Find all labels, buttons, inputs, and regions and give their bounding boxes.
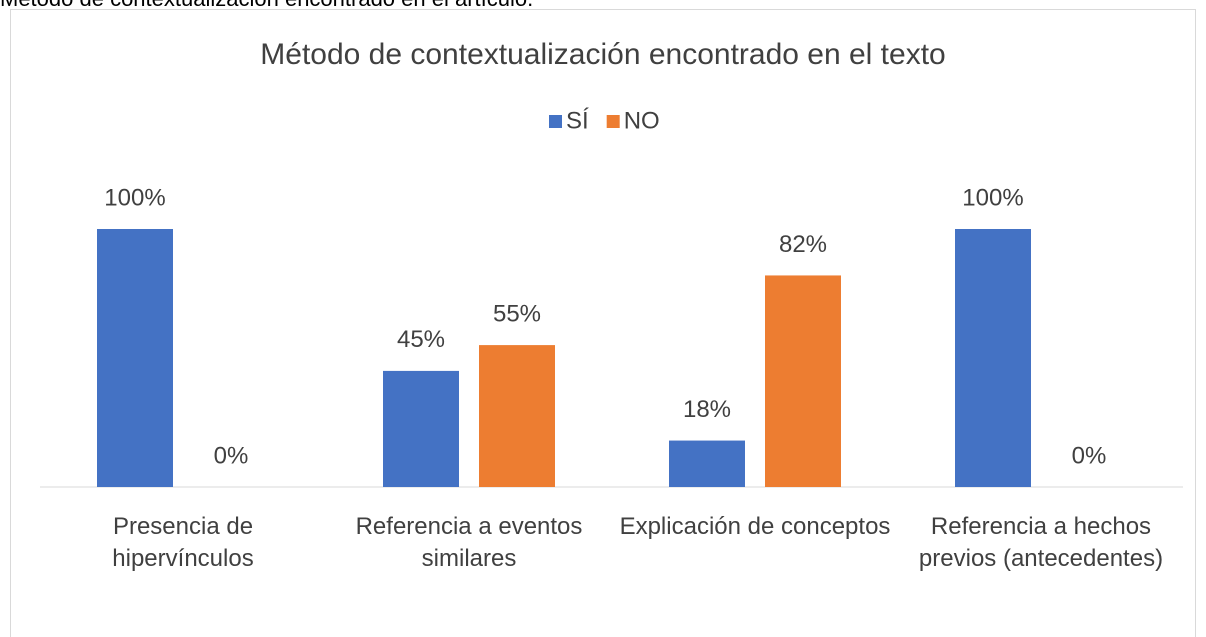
bar bbox=[669, 440, 745, 487]
data-label: 0% bbox=[214, 442, 249, 469]
legend-swatch bbox=[606, 115, 620, 128]
data-label: 0% bbox=[1072, 442, 1107, 469]
x-tick-label: Explicación de conceptos bbox=[619, 513, 891, 540]
chart-title: Método de contextualización encontrado e… bbox=[260, 38, 945, 71]
data-label: 45% bbox=[397, 326, 445, 353]
data-label: 55% bbox=[493, 300, 541, 327]
x-tick-label: Referencia a eventos similares bbox=[355, 513, 583, 572]
bar bbox=[97, 229, 173, 487]
x-tick-label: Referencia a hechos previos (antecedente… bbox=[918, 513, 1164, 572]
x-tick-label: Presencia de hipervínculos bbox=[112, 513, 254, 572]
data-label: 18% bbox=[683, 396, 731, 423]
legend-swatch bbox=[549, 115, 562, 128]
data-label: 100% bbox=[104, 184, 165, 211]
legend-label: NO bbox=[624, 107, 660, 134]
caption: Método de contextualización encontrado e… bbox=[0, 0, 533, 12]
bar bbox=[383, 370, 459, 487]
legend-label: SÍ bbox=[566, 107, 589, 134]
bar bbox=[479, 345, 555, 487]
chart-border bbox=[10, 9, 1196, 637]
bar bbox=[765, 275, 841, 487]
data-label: 82% bbox=[779, 231, 827, 258]
bar bbox=[955, 229, 1031, 487]
data-label: 100% bbox=[962, 184, 1023, 211]
